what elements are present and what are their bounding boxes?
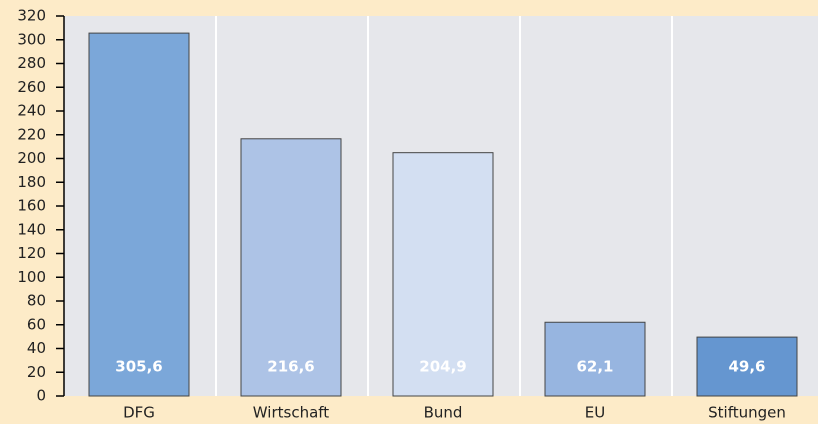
x-tick-label: DFG (123, 404, 155, 422)
x-tick-label: Wirtschaft (253, 404, 329, 422)
y-tick-label: 260 (17, 78, 46, 96)
value-label: 305,6 (115, 358, 162, 376)
y-tick-label: 60 (27, 315, 46, 333)
value-label: 204,9 (419, 358, 466, 376)
y-tick-label: 0 (36, 387, 46, 405)
y-tick-label: 180 (17, 173, 46, 191)
y-tick-label: 140 (17, 220, 46, 238)
y-tick-label: 120 (17, 244, 46, 262)
y-tick-label: 280 (17, 54, 46, 72)
bar (240, 138, 342, 397)
bar (88, 32, 190, 397)
y-tick-label: 20 (27, 363, 46, 381)
value-label: 62,1 (576, 358, 613, 376)
y-tick-label: 200 (17, 149, 46, 167)
x-tick-label: Stiftungen (708, 404, 786, 422)
y-tick-label: 40 (27, 339, 46, 357)
bar (392, 152, 494, 397)
y-tick-label: 320 (17, 7, 46, 25)
x-tick-label: EU (585, 404, 605, 422)
y-tick-label: 220 (17, 125, 46, 143)
y-tick-label: 160 (17, 197, 46, 215)
value-label: 216,6 (267, 358, 314, 376)
value-label: 49,6 (728, 358, 765, 376)
y-tick-label: 80 (27, 292, 46, 310)
x-tick-label: Bund (424, 404, 463, 422)
y-tick-label: 300 (17, 30, 46, 48)
y-tick-label: 100 (17, 268, 46, 286)
bar (544, 321, 646, 397)
y-tick-label: 240 (17, 102, 46, 120)
bar (696, 336, 798, 397)
